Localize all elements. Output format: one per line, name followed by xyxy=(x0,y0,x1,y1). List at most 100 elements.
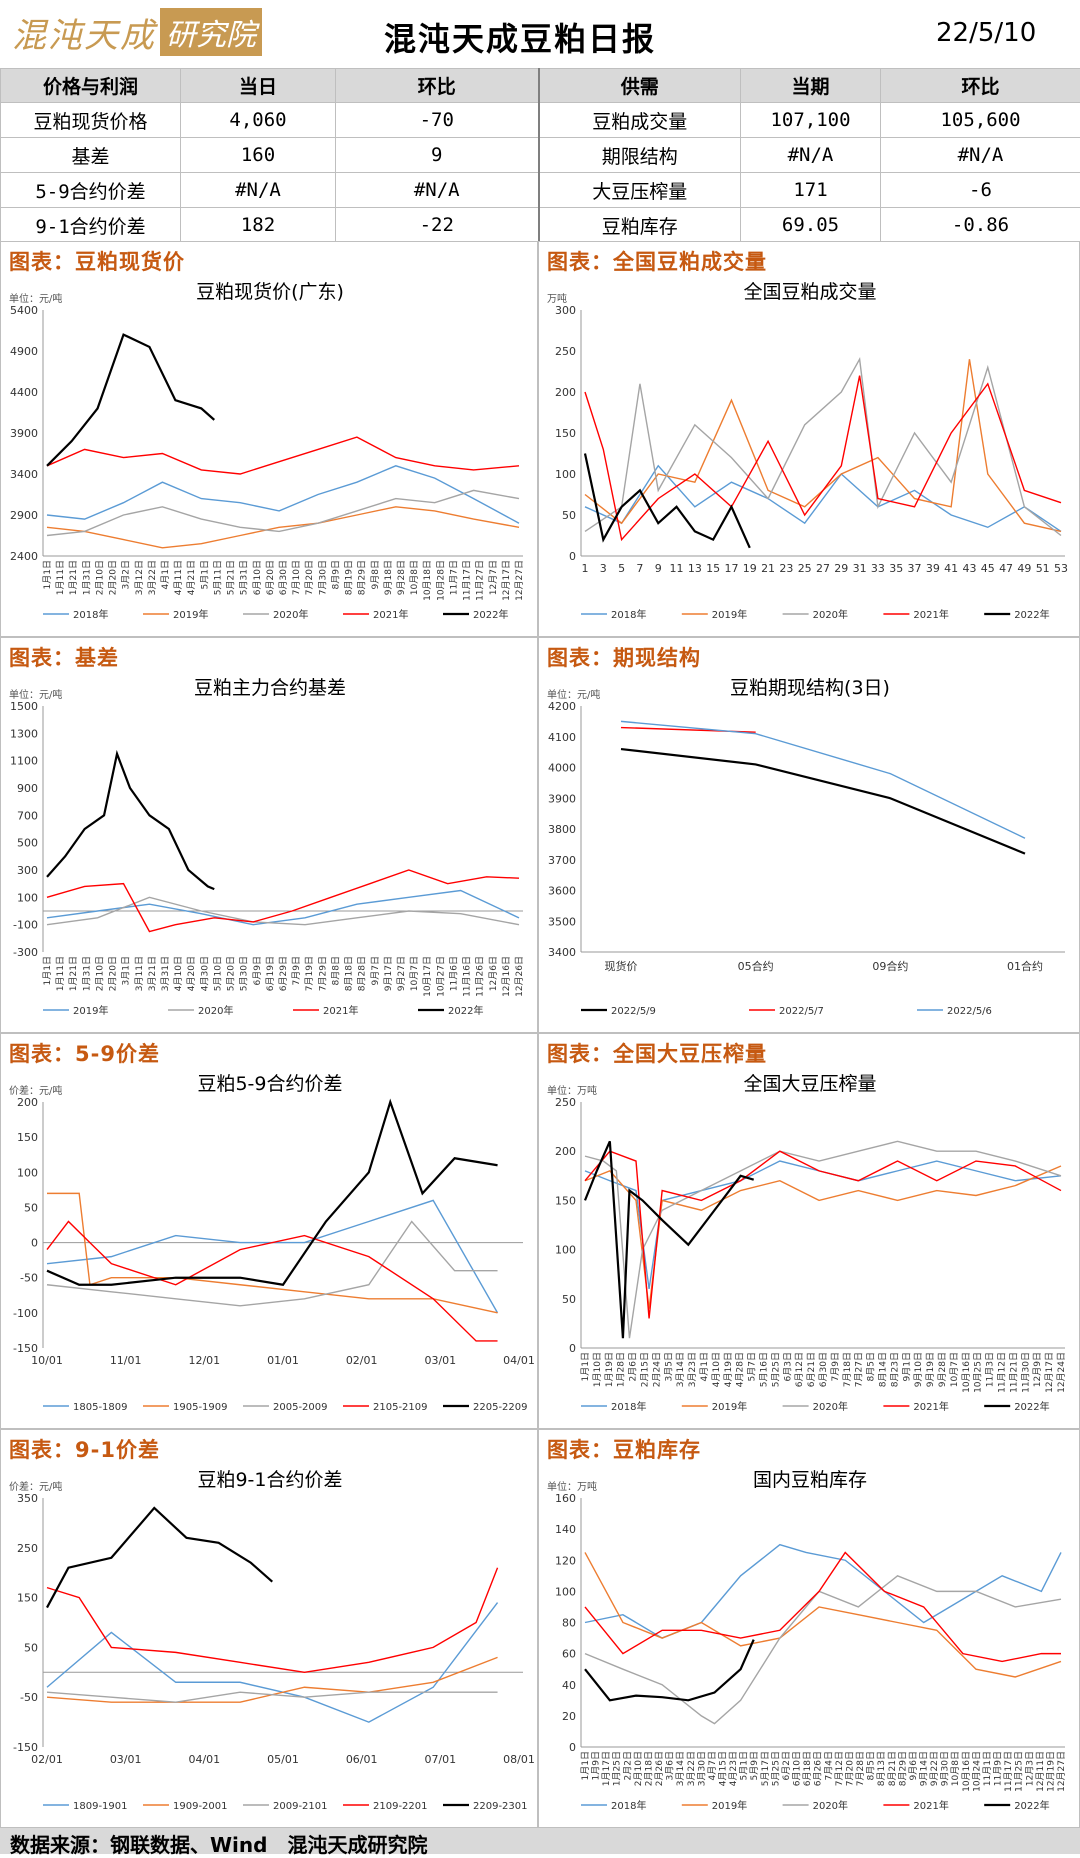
x-tick-label: 25 xyxy=(798,562,812,575)
x-tick-label: 12月27日 xyxy=(1056,1751,1067,1792)
x-tick-label: 6月10日 xyxy=(792,1751,803,1786)
series-line xyxy=(47,754,214,889)
legend-label: 2020年 xyxy=(813,608,848,621)
x-tick-label: 1月1日 xyxy=(580,1751,591,1780)
y-tick-label: 4900 xyxy=(10,345,38,358)
x-tick-label: 6月20日 xyxy=(265,560,276,595)
x-tick-label: 7 xyxy=(636,562,643,575)
legend-label: 2105-2109 xyxy=(373,1402,428,1413)
y-tick-label: 4000 xyxy=(548,762,576,775)
x-tick-label: 9月8日 xyxy=(370,560,381,589)
x-tick-label: 12月24日 xyxy=(1056,1352,1067,1393)
summary-header: 当日 xyxy=(181,69,336,103)
y-tick-label: 150 xyxy=(555,1194,576,1207)
legend-label: 2022/5/9 xyxy=(611,1006,656,1017)
series-line xyxy=(585,1552,1061,1661)
x-tick-label: 8月29日 xyxy=(897,1751,908,1786)
x-tick-label: 11月25日 xyxy=(1014,1751,1025,1792)
summary-cell: 豆粕成交量 xyxy=(539,103,741,138)
y-tick-label: 500 xyxy=(17,837,38,850)
summary-header: 供需 xyxy=(539,69,741,103)
report-header: 混沌天成 研究院 混沌天成豆粕日报 22/5/10 xyxy=(0,0,1080,68)
y-tick-label: 120 xyxy=(555,1554,576,1567)
summary-header: 价格与利润 xyxy=(1,69,181,103)
legend-label: 1909-2001 xyxy=(173,1801,228,1812)
legend-label: 2022年 xyxy=(473,608,508,621)
summary-row: 豆粕现货价格 4,060 -70 豆粕成交量 107,100 105,600 xyxy=(1,103,1080,138)
y-tick-label: 3500 xyxy=(548,915,576,928)
y-tick-label: 1100 xyxy=(10,755,38,768)
x-tick-label: 11 xyxy=(670,562,684,575)
x-tick-label: 2月26日 xyxy=(654,1751,665,1786)
x-tick-label: 4月30日 xyxy=(199,956,210,991)
summary-cell: 9-1合约价差 xyxy=(1,208,181,243)
x-tick-label: 2月10日 xyxy=(94,956,105,991)
legend-label: 2019年 xyxy=(173,608,208,621)
legend-label: 2022/5/6 xyxy=(947,1006,992,1017)
x-tick-label: 10月8日 xyxy=(409,560,420,595)
x-tick-label: 6月19日 xyxy=(265,956,276,991)
x-tick-label: 6月30日 xyxy=(278,560,289,595)
x-tick-label: 1月10日 xyxy=(592,1352,603,1387)
summary-cell: 69.05 xyxy=(741,208,881,243)
summary-cell: -6 xyxy=(881,173,1080,208)
legend-label: 2022年 xyxy=(1014,1799,1049,1812)
series-line xyxy=(47,490,519,535)
x-tick-label: 10月24日 xyxy=(971,1751,982,1792)
x-tick-label: 9月30日 xyxy=(940,1751,951,1786)
y-tick-label: 900 xyxy=(17,782,38,795)
legend-label: 2022年 xyxy=(448,1004,483,1017)
x-tick-label: 10月17日 xyxy=(422,956,433,997)
x-tick-label: 1月9日 xyxy=(591,1751,602,1780)
x-tick-label: 12月3日 xyxy=(1024,1751,1035,1786)
legend-label: 2022/5/7 xyxy=(779,1006,824,1017)
x-tick-label: 3月12日 xyxy=(134,560,145,595)
x-tick-label: 6月30日 xyxy=(818,1352,829,1387)
y-tick-label: 100 xyxy=(555,1244,576,1257)
x-tick-label: 4月11日 xyxy=(173,560,184,595)
x-tick-label: 35 xyxy=(889,562,903,575)
series-line xyxy=(47,1692,498,1702)
x-tick-label: 6月29日 xyxy=(278,956,289,991)
x-tick-label: 10/01 xyxy=(31,1354,63,1367)
chart-title: 豆粕主力合约基差 xyxy=(194,677,346,699)
x-tick-label: 7月19日 xyxy=(304,956,315,991)
x-tick-label: 5 xyxy=(618,562,625,575)
x-tick-label: 11月1日 xyxy=(982,1751,993,1786)
y-tick-label: -100 xyxy=(13,1307,38,1320)
x-tick-label: 10月18日 xyxy=(422,560,433,601)
summary-row: 基差 160 9 期限结构 #N/A #N/A xyxy=(1,138,1080,173)
legend-label: 1809-1901 xyxy=(73,1801,128,1812)
x-tick-label: 6月12日 xyxy=(794,1352,805,1387)
summary-cell: 107,100 xyxy=(741,103,881,138)
x-tick-label: 8月8日 xyxy=(330,956,341,985)
chart-title: 全国大豆压榨量 xyxy=(743,1073,876,1095)
x-tick-label: 8月23日 xyxy=(889,1352,900,1387)
series-line xyxy=(47,507,519,548)
y-tick-label: -100 xyxy=(13,919,38,932)
x-tick-label: 5月9日 xyxy=(749,1751,760,1780)
x-tick-label: 1月1日 xyxy=(580,1352,591,1381)
x-tick-label: 3月21日 xyxy=(147,956,158,991)
x-tick-label: 33 xyxy=(871,562,885,575)
x-tick-label: 2月6日 xyxy=(628,1352,639,1381)
x-tick-label: 2月20日 xyxy=(108,956,119,991)
x-tick-label: 3月1日 xyxy=(121,956,132,985)
y-tick-label: 0 xyxy=(569,1342,576,1355)
x-tick-label: 3月22日 xyxy=(147,560,158,595)
x-tick-label: 29 xyxy=(834,562,848,575)
x-tick-label: 53 xyxy=(1054,562,1068,575)
x-tick-label: 12月9日 xyxy=(1032,1352,1043,1387)
x-tick-label: 2月2日 xyxy=(622,1751,633,1780)
legend-label: 2020年 xyxy=(813,1799,848,1812)
x-tick-label: 8月14日 xyxy=(878,1352,889,1387)
series-line xyxy=(47,870,519,932)
summary-cell: 大豆压榨量 xyxy=(539,173,741,208)
x-tick-label: 9月28日 xyxy=(396,560,407,595)
x-tick-label: 10月27日 xyxy=(435,956,446,997)
y-tick-label: 150 xyxy=(17,1131,38,1144)
y-tick-label: -300 xyxy=(13,946,38,959)
legend-label: 2021年 xyxy=(323,1004,358,1017)
